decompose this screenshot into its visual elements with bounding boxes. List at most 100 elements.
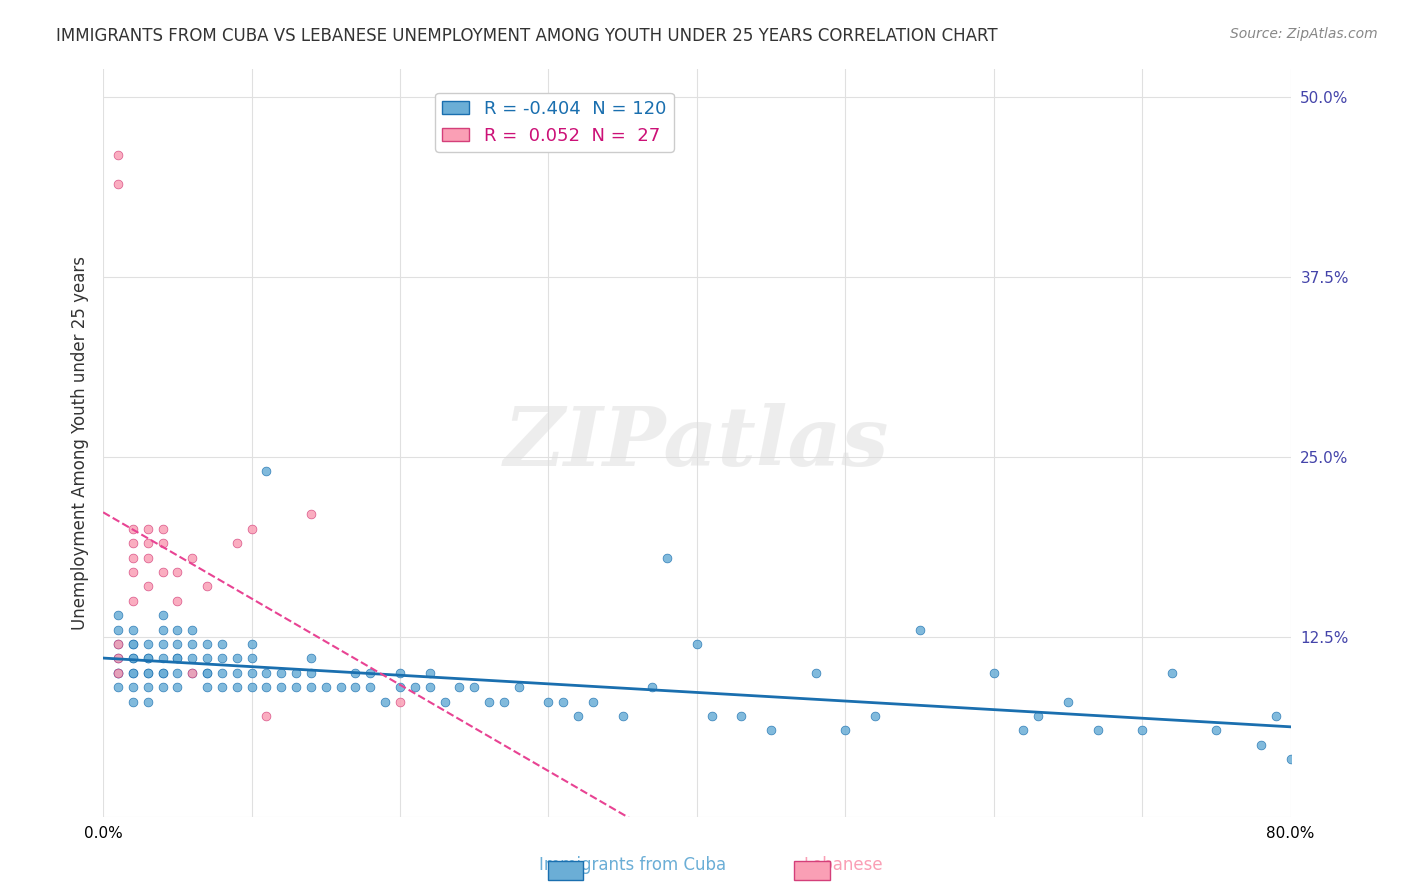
Point <box>121 522 143 536</box>
Point <box>449 680 471 694</box>
Point <box>121 637 143 651</box>
Point <box>121 665 143 680</box>
Point <box>240 522 263 536</box>
Point <box>166 623 188 637</box>
Point <box>107 177 129 191</box>
Point <box>404 680 426 694</box>
Point <box>166 594 188 608</box>
Point <box>863 709 886 723</box>
Point <box>567 709 589 723</box>
Point <box>700 709 723 723</box>
Point <box>107 680 129 694</box>
Point <box>136 651 159 665</box>
Point <box>492 694 515 708</box>
Point <box>107 608 129 623</box>
Point <box>121 565 143 579</box>
Point <box>166 651 188 665</box>
Point <box>152 608 174 623</box>
Point <box>344 665 367 680</box>
Point <box>804 665 827 680</box>
Point <box>270 680 292 694</box>
Point <box>107 665 129 680</box>
Point <box>181 623 204 637</box>
Point <box>121 651 143 665</box>
Point <box>166 651 188 665</box>
Point <box>419 665 441 680</box>
Point <box>166 637 188 651</box>
Point <box>195 651 218 665</box>
Point <box>299 508 322 522</box>
Point <box>388 665 411 680</box>
Point <box>553 694 575 708</box>
Point <box>254 464 277 478</box>
Point <box>195 680 218 694</box>
Point <box>181 637 204 651</box>
Point <box>329 680 352 694</box>
Point <box>211 651 233 665</box>
Point <box>388 694 411 708</box>
Point <box>121 550 143 565</box>
Point <box>299 665 322 680</box>
Point <box>508 680 530 694</box>
Point <box>1012 723 1035 738</box>
Point <box>121 637 143 651</box>
Point <box>759 723 782 738</box>
Point <box>211 680 233 694</box>
Point <box>478 694 501 708</box>
Point <box>136 651 159 665</box>
Point <box>136 637 159 651</box>
Point <box>136 694 159 708</box>
Point <box>1026 709 1049 723</box>
Point <box>1264 709 1286 723</box>
Point <box>181 665 204 680</box>
Point <box>285 680 308 694</box>
Text: ZIPatlas: ZIPatlas <box>505 402 890 483</box>
Point <box>834 723 856 738</box>
Point <box>136 680 159 694</box>
Point <box>152 680 174 694</box>
Point <box>240 651 263 665</box>
Point <box>225 651 247 665</box>
Point <box>240 680 263 694</box>
Point <box>107 148 129 162</box>
Point <box>1250 738 1272 752</box>
Point <box>136 665 159 680</box>
Point <box>730 709 752 723</box>
Point <box>211 665 233 680</box>
Point <box>983 665 1005 680</box>
Point <box>225 665 247 680</box>
Point <box>582 694 605 708</box>
Point <box>612 709 634 723</box>
Point <box>152 665 174 680</box>
Point <box>107 637 129 651</box>
Point <box>107 651 129 665</box>
Point <box>657 550 679 565</box>
Point <box>433 694 456 708</box>
Text: Lebanese: Lebanese <box>804 856 883 874</box>
Point <box>908 623 931 637</box>
Point <box>121 536 143 550</box>
Point <box>1279 752 1302 766</box>
Point <box>136 536 159 550</box>
Point <box>359 680 381 694</box>
Point <box>121 651 143 665</box>
Point <box>419 680 441 694</box>
Point <box>1130 723 1153 738</box>
Point <box>1057 694 1080 708</box>
Point <box>152 536 174 550</box>
Point <box>225 680 247 694</box>
Legend: R = -0.404  N = 120, R =  0.052  N =  27: R = -0.404 N = 120, R = 0.052 N = 27 <box>436 93 673 152</box>
Point <box>254 709 277 723</box>
Point <box>240 637 263 651</box>
Point <box>166 680 188 694</box>
Point <box>121 665 143 680</box>
Point <box>254 665 277 680</box>
Point <box>107 651 129 665</box>
Point <box>152 637 174 651</box>
Point <box>463 680 485 694</box>
Point <box>136 665 159 680</box>
Point <box>195 665 218 680</box>
Point <box>136 522 159 536</box>
Text: IMMIGRANTS FROM CUBA VS LEBANESE UNEMPLOYMENT AMONG YOUTH UNDER 25 YEARS CORRELA: IMMIGRANTS FROM CUBA VS LEBANESE UNEMPLO… <box>56 27 998 45</box>
Point <box>152 665 174 680</box>
